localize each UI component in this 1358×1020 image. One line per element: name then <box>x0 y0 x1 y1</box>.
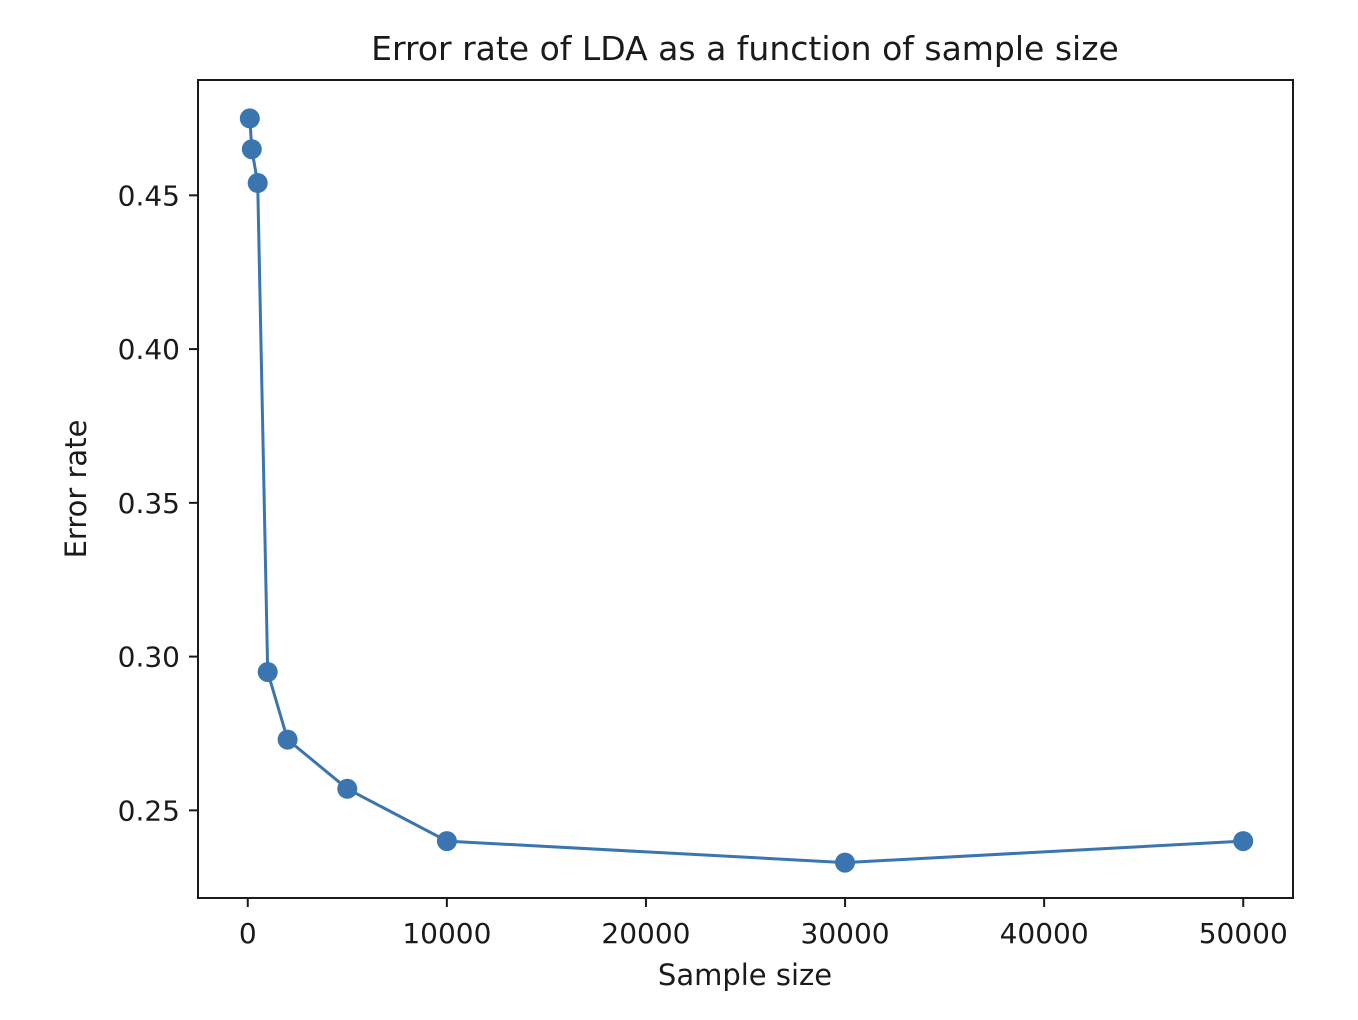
y-tick-label: 0.40 <box>118 333 180 366</box>
y-axis-label: Error rate <box>59 420 93 559</box>
series-layer <box>239 108 1254 873</box>
x-axis: 0 10000 20000 30000 40000 50000 <box>239 898 1288 950</box>
series-line <box>248 118 1244 865</box>
x-tick-label: 40000 <box>1000 917 1089 950</box>
data-point <box>257 662 278 682</box>
data-point <box>1233 831 1254 852</box>
chart-title: Error rate of LDA as a function of sampl… <box>371 29 1119 68</box>
data-point <box>239 108 260 129</box>
x-tick-label: 20000 <box>601 917 690 950</box>
y-tick-label: 0.35 <box>118 487 180 520</box>
data-point <box>337 778 358 799</box>
data-point <box>835 852 855 873</box>
data-point <box>247 173 268 193</box>
data-point <box>277 729 298 750</box>
x-tick-label: 10000 <box>402 917 491 950</box>
y-tick-label: 0.45 <box>118 179 180 212</box>
data-point <box>241 139 262 160</box>
plot-area-frame <box>197 79 1294 899</box>
x-tick-label: 30000 <box>801 917 890 950</box>
x-tick-label: 50000 <box>1199 917 1288 950</box>
data-point <box>436 831 457 852</box>
x-axis-label: Sample size <box>658 958 832 992</box>
y-axis: 0.25 0.30 0.35 0.40 0.45 <box>118 179 198 827</box>
y-tick-label: 0.25 <box>118 794 180 827</box>
x-tick-label: 0 <box>239 917 257 950</box>
y-tick-label: 0.30 <box>118 641 180 674</box>
